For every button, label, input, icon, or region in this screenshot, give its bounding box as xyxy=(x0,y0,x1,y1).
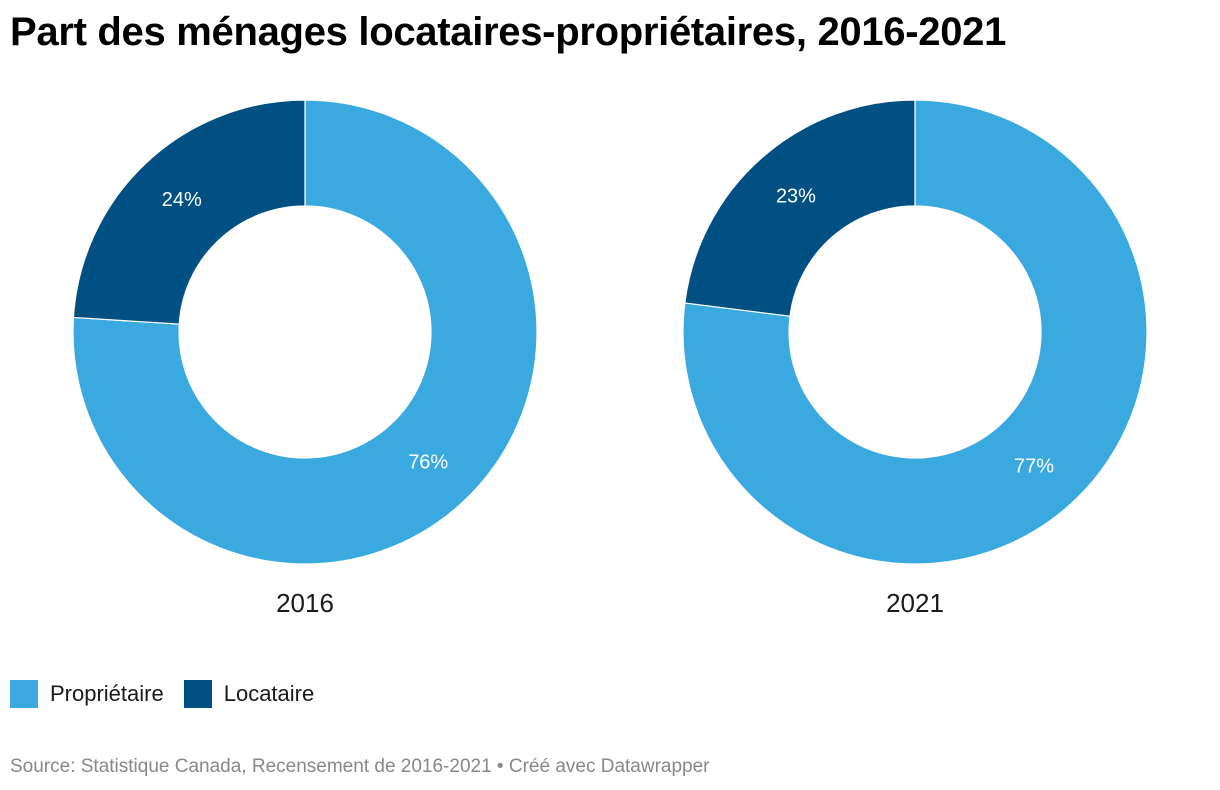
donut-charts: 76% 24% 2016 77% 23% 2021 xyxy=(72,99,1148,618)
legend-label-proprietaire: Propriétaire xyxy=(50,681,164,706)
slice-2016-proprietaire xyxy=(72,99,538,565)
slice-label-2016-locataire: 24% xyxy=(162,189,202,211)
source-note: Source: Statistique Canada, Recensement … xyxy=(10,756,710,777)
chart-label-2021: 2021 xyxy=(886,588,944,618)
chart-title: Part des ménages locataires-propriétaire… xyxy=(10,10,1007,54)
legend-swatch-locataire xyxy=(183,680,212,708)
legend-swatch-proprietaire xyxy=(10,680,38,708)
slice-label-2016-proprietaire: 76% xyxy=(408,451,448,473)
legend: Propriétaire Locataire xyxy=(10,680,334,708)
legend-label-locataire: Locataire xyxy=(223,681,315,706)
slice-2021-locataire xyxy=(684,99,916,317)
legend-item-locataire: Locataire xyxy=(183,680,315,708)
slice-2021-proprietaire xyxy=(682,99,1148,565)
slice-label-2021-proprietaire: 77% xyxy=(1014,455,1054,477)
legend-item-proprietaire: Propriétaire xyxy=(10,680,164,708)
chart-label-2016: 2016 xyxy=(276,588,334,618)
slice-2016-locataire xyxy=(72,99,306,325)
slice-label-2021-locataire: 23% xyxy=(776,185,816,207)
